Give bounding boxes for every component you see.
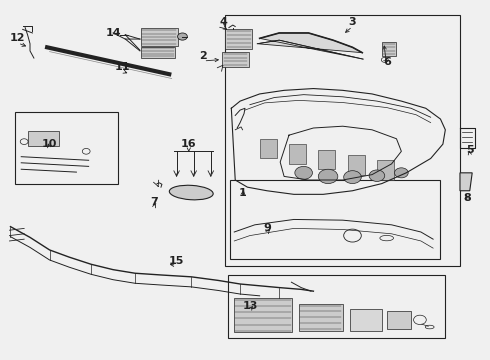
Ellipse shape bbox=[170, 185, 213, 200]
Bar bbox=[234, 298, 293, 332]
Circle shape bbox=[394, 168, 408, 178]
Bar bbox=[318, 149, 335, 169]
Bar bbox=[141, 46, 175, 58]
Text: 15: 15 bbox=[169, 256, 184, 266]
Text: 10: 10 bbox=[42, 139, 57, 149]
Bar bbox=[299, 304, 343, 330]
Text: 14: 14 bbox=[105, 28, 121, 38]
Bar bbox=[27, 131, 59, 146]
Text: 13: 13 bbox=[242, 301, 258, 311]
Bar bbox=[260, 139, 277, 158]
Bar bbox=[377, 160, 394, 180]
Text: 5: 5 bbox=[466, 144, 473, 154]
Text: 6: 6 bbox=[383, 57, 391, 67]
Circle shape bbox=[318, 169, 338, 184]
Text: 16: 16 bbox=[181, 139, 196, 149]
Bar bbox=[387, 311, 411, 329]
Polygon shape bbox=[257, 33, 363, 59]
Text: 12: 12 bbox=[10, 33, 25, 43]
Text: 2: 2 bbox=[199, 51, 207, 61]
Bar bbox=[289, 144, 306, 164]
Bar bbox=[382, 42, 396, 56]
Text: 3: 3 bbox=[349, 17, 356, 27]
Text: 8: 8 bbox=[464, 193, 471, 203]
Circle shape bbox=[369, 170, 385, 181]
Bar bbox=[347, 155, 365, 175]
Polygon shape bbox=[460, 173, 472, 191]
Bar bbox=[225, 30, 252, 49]
Text: 9: 9 bbox=[263, 224, 271, 233]
Text: 1: 1 bbox=[239, 188, 246, 198]
Bar bbox=[222, 52, 249, 67]
Text: 11: 11 bbox=[115, 62, 131, 72]
Bar bbox=[350, 309, 382, 330]
Bar bbox=[141, 28, 177, 45]
Circle shape bbox=[343, 171, 361, 184]
Circle shape bbox=[177, 33, 187, 40]
Text: 4: 4 bbox=[219, 17, 227, 27]
Text: 7: 7 bbox=[151, 197, 158, 207]
Circle shape bbox=[295, 166, 313, 179]
